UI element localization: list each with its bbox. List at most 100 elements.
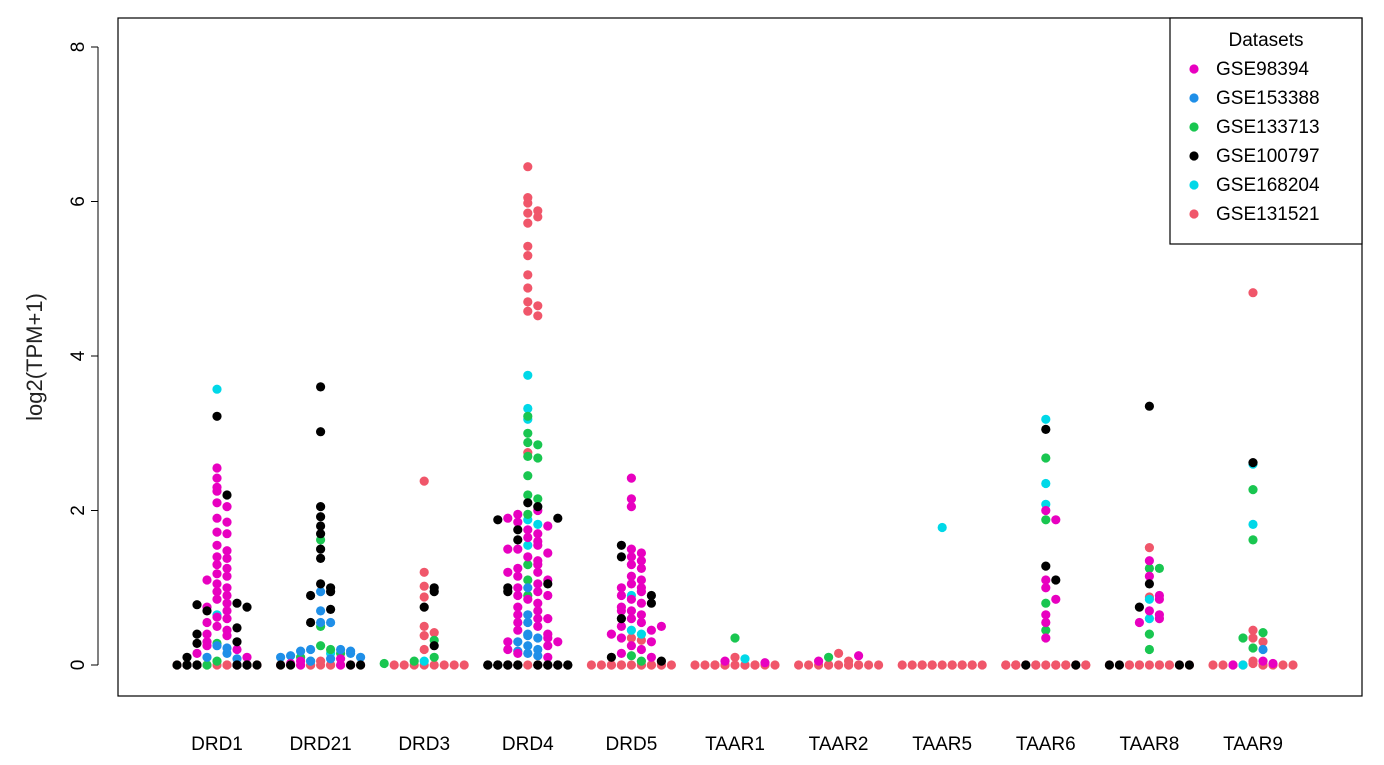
data-point bbox=[523, 208, 533, 218]
data-point bbox=[616, 540, 627, 550]
data-point bbox=[222, 598, 232, 608]
data-point bbox=[533, 560, 543, 570]
data-point bbox=[212, 579, 222, 589]
data-point bbox=[286, 660, 296, 670]
data-point bbox=[276, 652, 286, 662]
data-point bbox=[616, 660, 627, 670]
data-point bbox=[586, 660, 597, 670]
data-point bbox=[389, 660, 399, 670]
data-point bbox=[1051, 660, 1061, 670]
data-point bbox=[419, 476, 429, 486]
data-point bbox=[1248, 288, 1258, 298]
data-point bbox=[202, 629, 212, 639]
data-point bbox=[907, 660, 917, 670]
data-point bbox=[513, 648, 523, 659]
data-point bbox=[523, 241, 533, 251]
data-point bbox=[523, 509, 533, 519]
data-point bbox=[1144, 401, 1154, 411]
data-point bbox=[730, 652, 740, 662]
data-point bbox=[192, 648, 202, 659]
legend: Datasets GSE98394 GSE153388 GSE133713 GSE100… bbox=[1169, 17, 1363, 245]
data-point bbox=[1258, 637, 1268, 647]
data-point bbox=[626, 633, 637, 643]
data-point bbox=[346, 660, 356, 670]
data-point bbox=[212, 411, 222, 421]
data-point bbox=[212, 594, 222, 604]
data-point bbox=[316, 553, 326, 564]
data-point bbox=[222, 606, 232, 616]
y-axis-label: log2(TPM+1) bbox=[22, 293, 47, 421]
data-point bbox=[523, 594, 533, 604]
data-point bbox=[533, 529, 543, 539]
data-point bbox=[523, 471, 533, 481]
data-point bbox=[316, 512, 326, 522]
data-point bbox=[202, 641, 212, 651]
data-point bbox=[1021, 660, 1031, 670]
data-point bbox=[740, 654, 750, 664]
data-point bbox=[1001, 660, 1011, 670]
data-point bbox=[1011, 660, 1021, 670]
data-point bbox=[666, 660, 677, 670]
data-point bbox=[202, 606, 212, 616]
data-point bbox=[192, 638, 202, 649]
data-point bbox=[419, 592, 429, 602]
data-point bbox=[1278, 660, 1288, 670]
x-tick-label: DRD21 bbox=[289, 734, 351, 755]
data-point bbox=[192, 629, 202, 639]
data-point bbox=[449, 660, 459, 670]
data-point bbox=[503, 567, 513, 577]
data-point bbox=[306, 617, 316, 628]
data-point bbox=[316, 502, 326, 512]
data-point bbox=[513, 590, 523, 601]
legend-marker bbox=[1189, 209, 1199, 219]
data-point bbox=[533, 502, 543, 512]
data-point bbox=[316, 579, 326, 589]
data-point bbox=[750, 660, 760, 670]
data-point bbox=[326, 587, 336, 597]
data-point bbox=[523, 270, 533, 280]
data-point bbox=[222, 563, 232, 574]
y-axis: 0 2 4 6 8 bbox=[68, 42, 99, 670]
data-point bbox=[222, 648, 232, 659]
data-point bbox=[222, 660, 232, 670]
data-point bbox=[977, 660, 987, 670]
data-point bbox=[523, 648, 533, 659]
data-point bbox=[296, 646, 306, 656]
data-point bbox=[626, 579, 637, 589]
data-point bbox=[429, 587, 439, 597]
x-axis: DRD1 DRD21 DRD3 DRD4 DRD5 TAAR1 TAAR2 TAAR5 TAAR… bbox=[191, 734, 1283, 755]
data-point bbox=[523, 251, 533, 261]
data-point bbox=[523, 552, 533, 562]
data-point bbox=[1134, 660, 1144, 670]
data-point bbox=[222, 631, 232, 641]
data-point bbox=[419, 656, 429, 666]
data-point bbox=[1051, 515, 1061, 525]
legend-entry: GSE131521 bbox=[1216, 204, 1320, 225]
data-point bbox=[182, 660, 192, 670]
data-point bbox=[596, 660, 607, 670]
data-point bbox=[626, 544, 637, 554]
data-point bbox=[316, 587, 326, 597]
data-point bbox=[419, 631, 429, 641]
data-point bbox=[222, 546, 232, 556]
data-point bbox=[1041, 633, 1051, 643]
data-point bbox=[222, 553, 232, 564]
data-point bbox=[1144, 629, 1154, 639]
data-point bbox=[212, 513, 222, 523]
data-point bbox=[957, 660, 967, 670]
x-tick-label: DRD4 bbox=[502, 734, 554, 755]
x-tick-label: TAAR5 bbox=[912, 734, 972, 755]
data-point bbox=[296, 660, 306, 670]
data-point bbox=[202, 660, 212, 670]
data-point bbox=[626, 594, 637, 604]
data-point bbox=[543, 652, 553, 662]
data-point bbox=[626, 606, 637, 616]
data-point bbox=[1238, 633, 1248, 643]
data-point bbox=[523, 428, 533, 438]
data-point bbox=[1134, 602, 1144, 612]
data-point bbox=[212, 641, 222, 651]
data-point bbox=[459, 660, 469, 670]
data-point bbox=[770, 660, 780, 670]
data-point bbox=[202, 617, 212, 628]
data-point bbox=[316, 382, 326, 392]
